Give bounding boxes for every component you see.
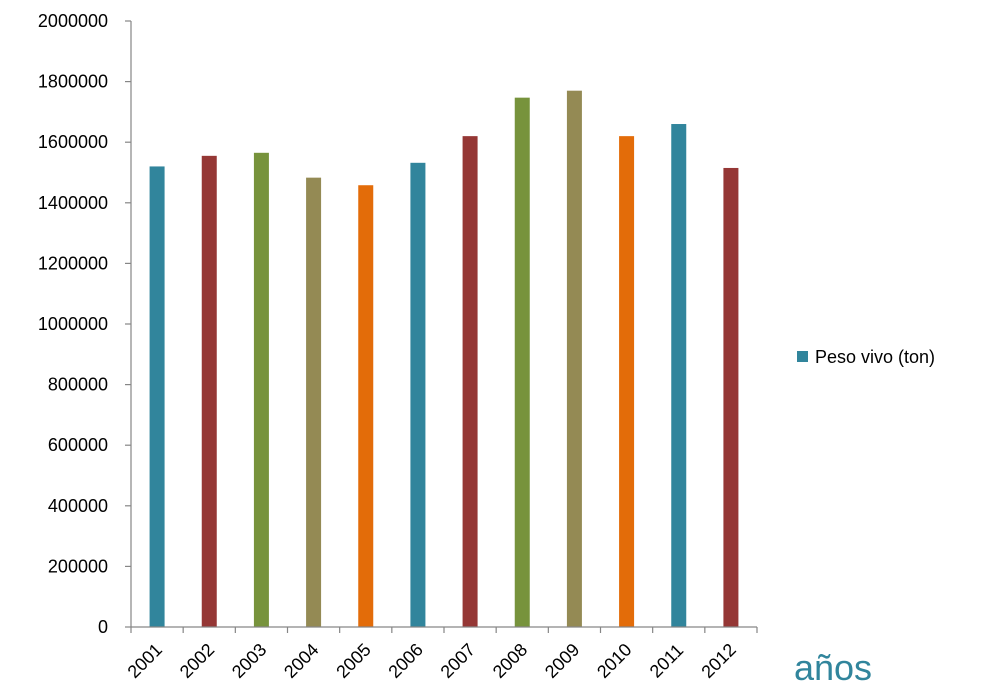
axes xyxy=(130,21,757,628)
y-tick-label: 1000000 xyxy=(38,314,108,334)
x-tick-label: 2005 xyxy=(332,640,374,682)
y-tick-label: 400000 xyxy=(48,496,108,516)
x-tick-label: 2009 xyxy=(541,640,583,682)
y-tick-label: 800000 xyxy=(48,375,108,395)
y-tick-label: 1200000 xyxy=(38,253,108,273)
bar-2012 xyxy=(723,167,739,627)
y-tick-label: 0 xyxy=(98,617,108,637)
bar-2001 xyxy=(149,166,165,627)
legend: Peso vivo (ton) xyxy=(797,347,935,367)
x-tick-label: 2001 xyxy=(124,640,166,682)
x-tick-label: 2011 xyxy=(646,640,688,682)
x-axis-label: años xyxy=(794,647,872,688)
x-tick-label: 2004 xyxy=(280,640,322,682)
x-tick-label: 2008 xyxy=(489,640,531,682)
bar-2007 xyxy=(462,136,478,627)
bar-2008 xyxy=(514,97,530,627)
y-tick-label: 2000000 xyxy=(38,11,108,31)
x-axis-ticks: 2001 2002 2003 2004 2005 2006 2007 2008 2009 2010… xyxy=(124,627,758,682)
x-tick-label: 2012 xyxy=(697,640,739,682)
bar-2004 xyxy=(306,177,322,627)
bar-2009 xyxy=(566,90,582,627)
legend-swatch xyxy=(797,351,808,362)
y-tick-label: 600000 xyxy=(48,435,108,455)
x-tick-label: 2003 xyxy=(228,640,270,682)
bar-2005 xyxy=(358,185,374,627)
y-tick-label: 1800000 xyxy=(38,72,108,92)
bar-2002 xyxy=(201,155,217,627)
x-tick-label: 2002 xyxy=(176,640,218,682)
y-tick-label: 200000 xyxy=(48,556,108,576)
bars xyxy=(149,90,739,628)
bar-2003 xyxy=(253,152,269,627)
x-tick-label: 2007 xyxy=(437,640,479,682)
x-tick-label: 2010 xyxy=(593,640,635,682)
y-axis-ticks: 0 200000 400000 600000 800000 1000000 1200000 1… xyxy=(38,11,131,637)
bar-2011 xyxy=(671,124,687,628)
y-tick-label: 1400000 xyxy=(38,193,108,213)
y-tick-label: 1600000 xyxy=(38,132,108,152)
bar-2006 xyxy=(410,162,426,627)
bar-2010 xyxy=(619,136,635,627)
x-tick-label: 2006 xyxy=(384,640,426,682)
legend-label: Peso vivo (ton) xyxy=(815,347,935,367)
